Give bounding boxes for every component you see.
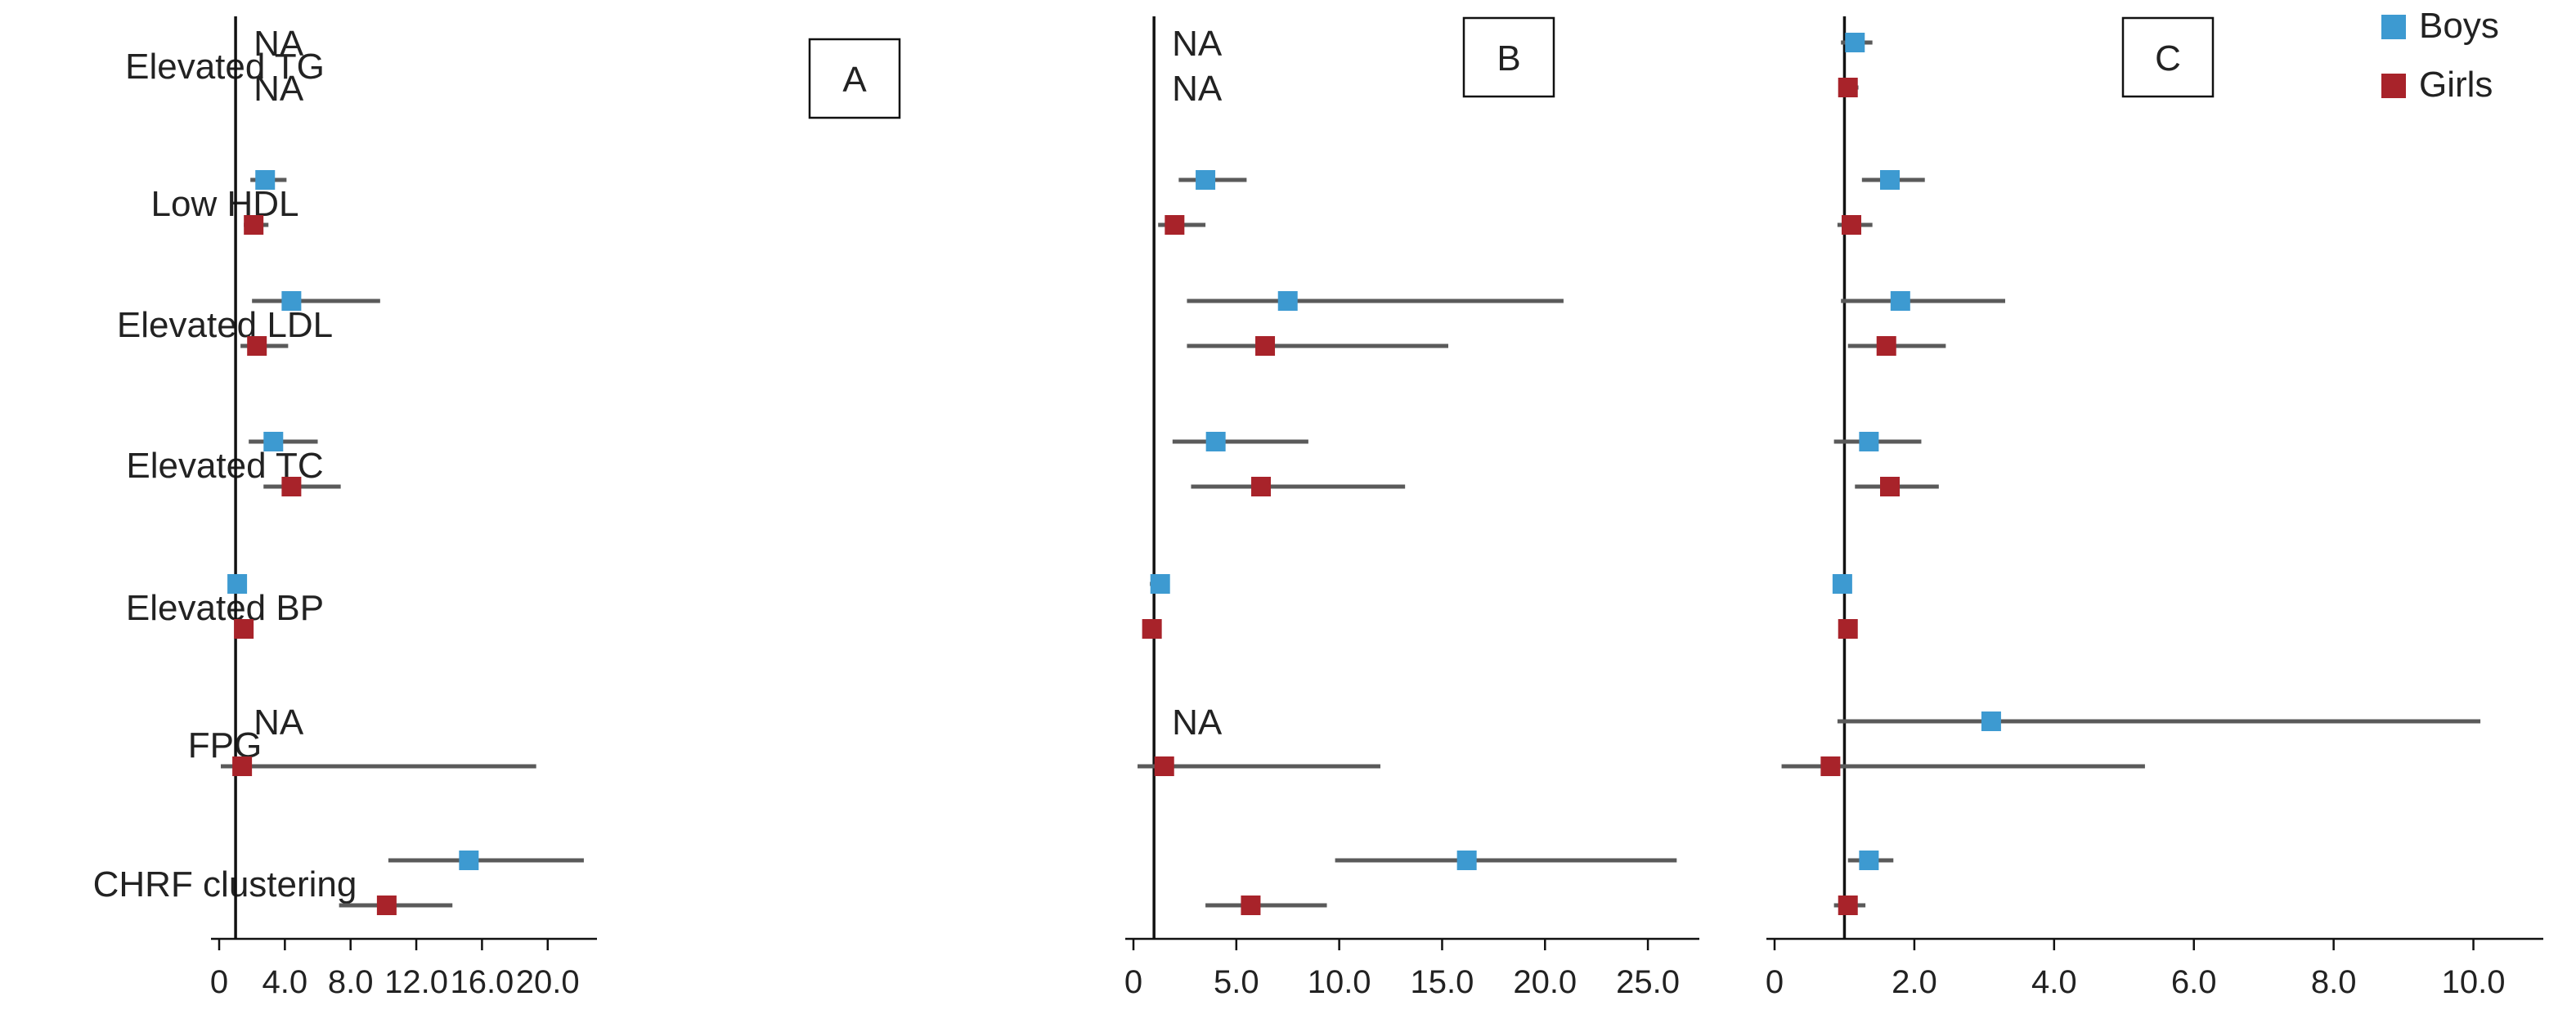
panel-label: C [2155, 38, 2181, 79]
legend-label: Boys [2419, 6, 2499, 46]
point-boys [227, 574, 248, 594]
panel-a: 0 4.0 8.0 12.0 16.0 20.0 A NA NA NA [210, 16, 901, 1000]
panel-label-box [1462, 16, 1555, 98]
panel-label: A [842, 60, 867, 100]
point-boys [1196, 170, 1216, 190]
x-tick-label: 0 [1766, 964, 1784, 1000]
na-label: NA [1172, 69, 1223, 109]
point-girls [1876, 336, 1896, 356]
point-girls [1838, 619, 1858, 639]
point-girls [1142, 619, 1162, 639]
x-tick-label: 16.0 [450, 964, 514, 1000]
row-label: Low HDL [151, 184, 299, 224]
point-girls [1838, 896, 1858, 915]
point-boys [1845, 33, 1865, 52]
na-label: NA [1172, 24, 1223, 64]
na-label: NA [254, 703, 304, 743]
x-tick-label: 0 [210, 964, 228, 1000]
x-tick-label: 4.0 [263, 964, 308, 1000]
point-girls [1838, 78, 1858, 97]
point-boys [1456, 851, 1477, 870]
point-girls [1154, 756, 1174, 776]
x-tick-label: 0 [1124, 964, 1142, 1000]
point-girls [376, 896, 397, 915]
panel-label-box [808, 38, 901, 119]
panel-label: B [1497, 38, 1520, 79]
point-girls [1255, 336, 1276, 356]
x-axis: 0 2.0 4.0 6.0 8.0 10.0 [1766, 937, 2543, 1000]
legend-label: Girls [2419, 65, 2493, 105]
panel-label-box [2121, 16, 2215, 98]
point-boys [1859, 851, 1879, 870]
point-boys [1859, 432, 1879, 451]
x-tick-label: 8.0 [2311, 964, 2357, 1000]
point-girls [232, 756, 253, 776]
point-girls [1842, 215, 1861, 235]
x-axis: 0 5.0 10.0 15.0 20.0 25.0 [1124, 937, 1699, 1000]
point-girls [281, 477, 302, 496]
point-boys [1981, 711, 2001, 731]
point-girls [1820, 756, 1841, 776]
row-label: CHRF clustering [93, 864, 357, 905]
point-boys [255, 170, 276, 190]
x-tick-label: 20.0 [1513, 964, 1577, 1000]
x-tick-label: 6.0 [2171, 964, 2217, 1000]
na-label: NA [254, 69, 304, 109]
point-boys [1205, 432, 1226, 451]
point-girls [234, 619, 254, 639]
x-tick-label: 10.0 [2442, 964, 2506, 1000]
row-label: Elevated BP [126, 588, 324, 628]
point-boys [1277, 291, 1298, 311]
point-boys [1832, 574, 1852, 594]
x-tick-label: 12.0 [384, 964, 448, 1000]
na-label: NA [254, 24, 304, 64]
row-label: Elevated TG [125, 47, 325, 87]
point-girls [1241, 896, 1261, 915]
point-boys [459, 851, 479, 870]
point-boys [281, 291, 302, 311]
legend-swatch [2381, 15, 2406, 39]
point-girls [1165, 215, 1185, 235]
panel-b: 0 5.0 10.0 15.0 20.0 25.0 B NA NA NA [1124, 16, 1699, 1000]
x-tick-label: 4.0 [2031, 964, 2077, 1000]
point-girls [247, 336, 267, 356]
x-tick-label: 20.0 [516, 964, 580, 1000]
x-tick-label: 8.0 [328, 964, 374, 1000]
x-tick-label: 10.0 [1308, 964, 1371, 1000]
x-tick-label: 25.0 [1616, 964, 1680, 1000]
na-label: NA [1172, 703, 1223, 743]
x-tick-label: 5.0 [1214, 964, 1259, 1000]
point-boys [1880, 170, 1900, 190]
point-girls [244, 215, 264, 235]
panel-c: 0 2.0 4.0 6.0 8.0 10.0 C [1766, 16, 2543, 1000]
point-boys [1150, 574, 1170, 594]
legend: Boys Girls [2381, 6, 2499, 105]
point-girls [1251, 477, 1272, 496]
point-boys [263, 432, 284, 451]
point-boys [1890, 291, 1910, 311]
x-axis: 0 4.0 8.0 12.0 16.0 20.0 [210, 937, 597, 1000]
x-tick-label: 15.0 [1411, 964, 1474, 1000]
point-girls [1880, 477, 1900, 496]
legend-swatch [2381, 74, 2406, 98]
row-label: Elevated LDL [117, 305, 333, 345]
x-tick-label: 2.0 [1892, 964, 1937, 1000]
